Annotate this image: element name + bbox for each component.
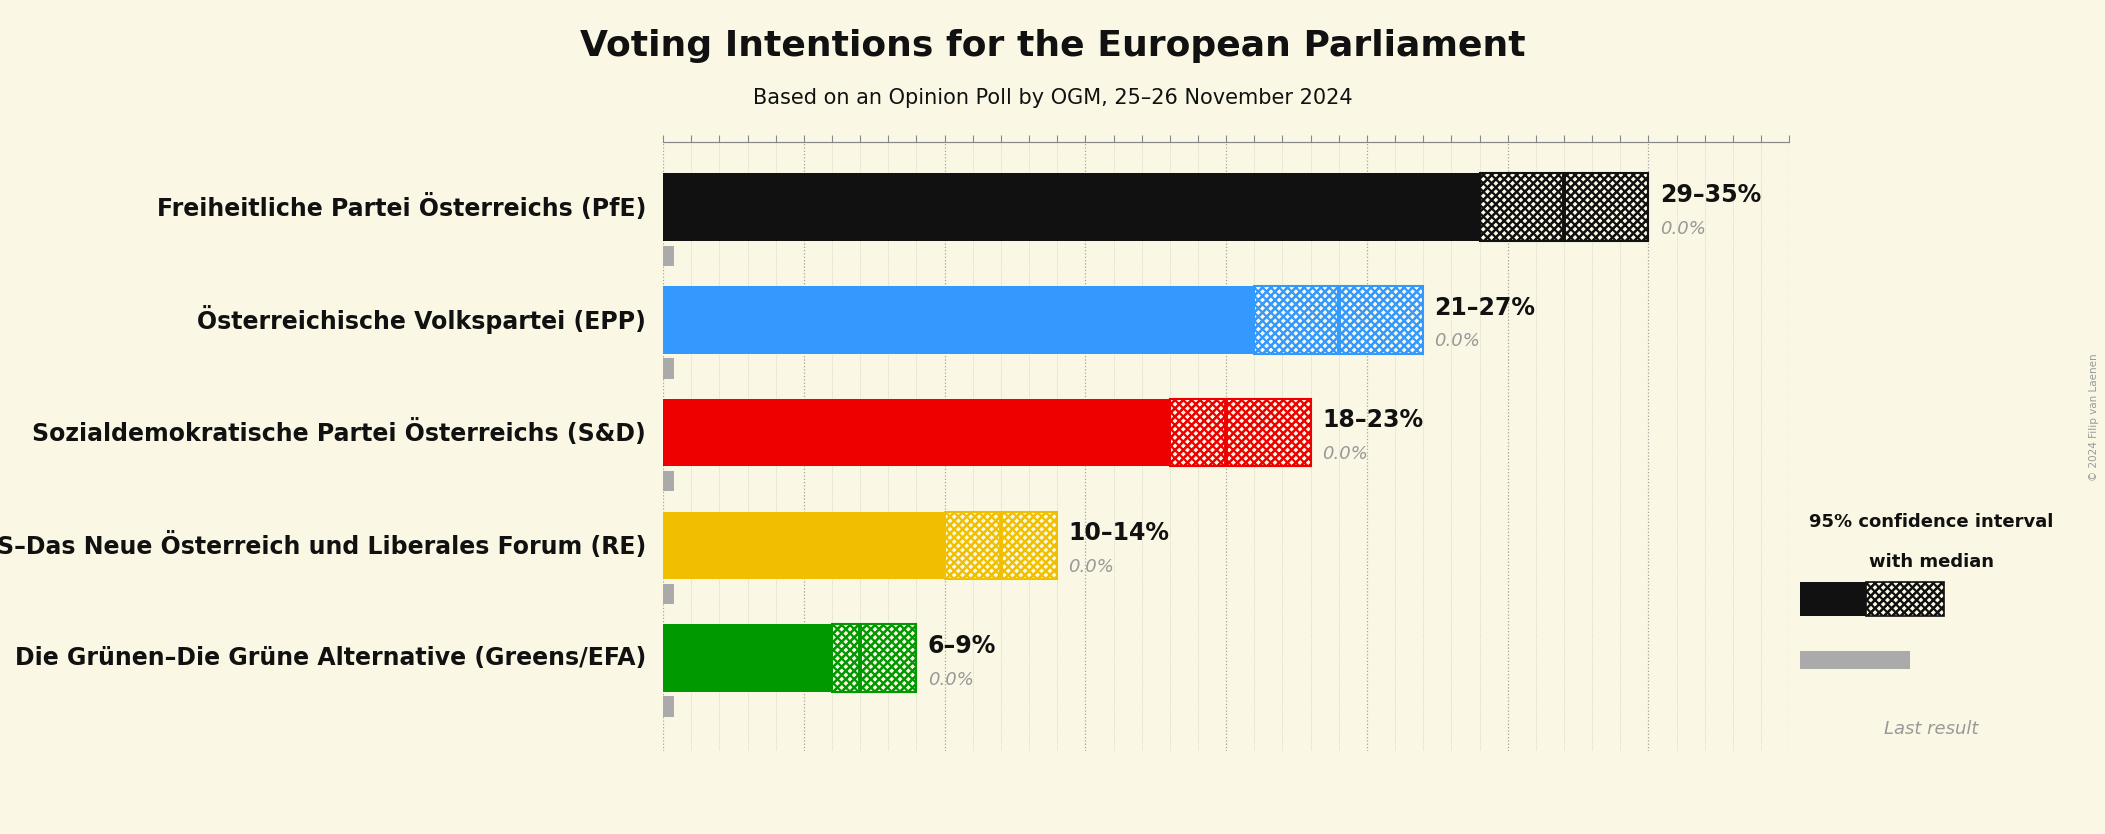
Bar <box>1480 173 1648 241</box>
Bar <box>663 286 1255 354</box>
Text: Österreichische Volkspartei (EPP): Österreichische Volkspartei (EPP) <box>198 305 646 334</box>
Bar <box>831 625 916 692</box>
Bar <box>1255 286 1423 354</box>
Bar <box>663 359 674 379</box>
Bar <box>831 625 916 692</box>
Bar <box>1480 173 1648 241</box>
Bar <box>1865 582 1945 615</box>
Text: 10–14%: 10–14% <box>1069 521 1170 545</box>
Bar <box>663 471 674 491</box>
Bar <box>1800 651 1911 669</box>
Text: 21–27%: 21–27% <box>1434 295 1535 319</box>
Bar <box>1865 582 1945 615</box>
Bar <box>663 511 945 580</box>
Text: 95% confidence interval: 95% confidence interval <box>1808 513 2054 531</box>
Bar <box>945 511 1057 580</box>
Text: Voting Intentions for the European Parliament: Voting Intentions for the European Parli… <box>579 29 1526 63</box>
Bar <box>663 399 1170 466</box>
Text: NEOS–Das Neue Österreich und Liberales Forum (RE): NEOS–Das Neue Österreich und Liberales F… <box>0 532 646 559</box>
Text: 0.0%: 0.0% <box>1322 445 1368 463</box>
Bar <box>1865 582 1945 615</box>
Bar <box>663 696 674 716</box>
Bar <box>1255 286 1423 354</box>
Bar <box>945 511 1057 580</box>
Text: 0.0%: 0.0% <box>928 671 975 689</box>
Text: Sozialdemokratische Partei Österreichs (S&D): Sozialdemokratische Partei Österreichs (… <box>32 420 646 446</box>
Bar <box>1480 173 1648 241</box>
Text: 6–9%: 6–9% <box>928 634 996 658</box>
Bar <box>1170 399 1311 466</box>
Text: 0.0%: 0.0% <box>1659 219 1705 238</box>
Bar <box>1255 286 1423 354</box>
Text: 18–23%: 18–23% <box>1322 409 1423 432</box>
Bar <box>831 625 916 692</box>
Text: © 2024 Filip van Laenen: © 2024 Filip van Laenen <box>2088 353 2099 481</box>
Bar <box>1255 286 1423 354</box>
Bar <box>1865 582 1945 615</box>
Bar <box>1800 582 1945 615</box>
Bar <box>945 511 1057 580</box>
Text: 0.0%: 0.0% <box>1434 332 1480 350</box>
Text: Freiheitliche Partei Österreichs (PfE): Freiheitliche Partei Österreichs (PfE) <box>156 193 646 221</box>
Text: Die Grünen–Die Grüne Alternative (Greens/EFA): Die Grünen–Die Grüne Alternative (Greens… <box>15 646 646 671</box>
Bar <box>1480 173 1648 241</box>
Bar <box>663 584 674 604</box>
Bar <box>945 511 1057 580</box>
Bar <box>1170 399 1311 466</box>
Text: with median: with median <box>1869 553 1993 571</box>
Text: 29–35%: 29–35% <box>1659 183 1762 207</box>
Bar <box>1170 399 1311 466</box>
Bar <box>831 625 916 692</box>
Bar <box>663 245 674 266</box>
Text: 0.0%: 0.0% <box>1069 558 1114 575</box>
Text: Last result: Last result <box>1884 720 1979 738</box>
Text: Based on an Opinion Poll by OGM, 25–26 November 2024: Based on an Opinion Poll by OGM, 25–26 N… <box>754 88 1351 108</box>
Bar <box>1170 399 1311 466</box>
Bar <box>663 625 831 692</box>
Bar <box>663 173 1480 241</box>
